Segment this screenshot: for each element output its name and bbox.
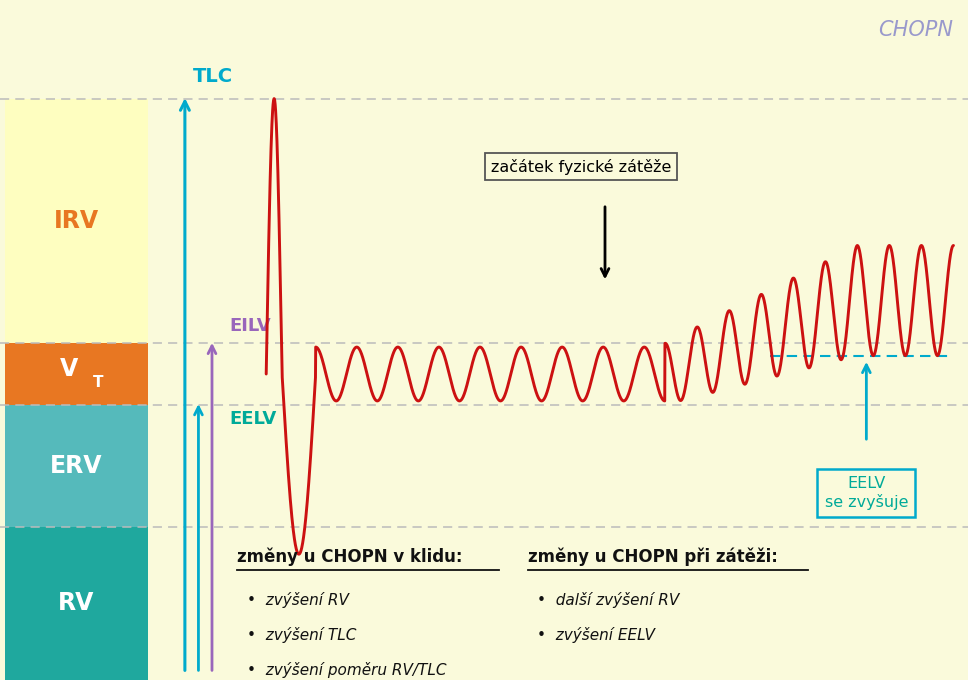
Text: změny u CHOPN při zátěži:: změny u CHOPN při zátěži:	[528, 547, 777, 566]
Text: EELV
se zvyšuje: EELV se zvyšuje	[825, 476, 908, 510]
Bar	[5, 343, 148, 405]
Text: TLC: TLC	[193, 67, 232, 86]
Text: •  zvýšení EELV: • zvýšení EELV	[537, 627, 655, 643]
Text: EELV: EELV	[229, 410, 277, 428]
Text: EILV: EILV	[229, 318, 271, 335]
Text: ERV: ERV	[50, 454, 103, 478]
Bar	[5, 405, 148, 527]
Text: •  zvýšení poměru RV/TLC: • zvýšení poměru RV/TLC	[247, 662, 446, 679]
Bar	[5, 99, 148, 343]
Text: začátek fyzické zátěže: začátek fyzické zátěže	[491, 158, 671, 175]
Text: IRV: IRV	[54, 209, 99, 233]
Text: V: V	[60, 356, 77, 381]
Text: •  další zvýšení RV: • další zvýšení RV	[537, 592, 680, 608]
Text: •  zvýšení RV: • zvýšení RV	[247, 592, 348, 608]
Text: T: T	[93, 375, 103, 390]
Text: RV: RV	[58, 592, 95, 615]
Text: změny u CHOPN v klidu:: změny u CHOPN v klidu:	[237, 547, 463, 566]
Bar	[5, 527, 148, 680]
Text: CHOPN: CHOPN	[879, 20, 953, 40]
Text: •  zvýšení TLC: • zvýšení TLC	[247, 627, 356, 643]
